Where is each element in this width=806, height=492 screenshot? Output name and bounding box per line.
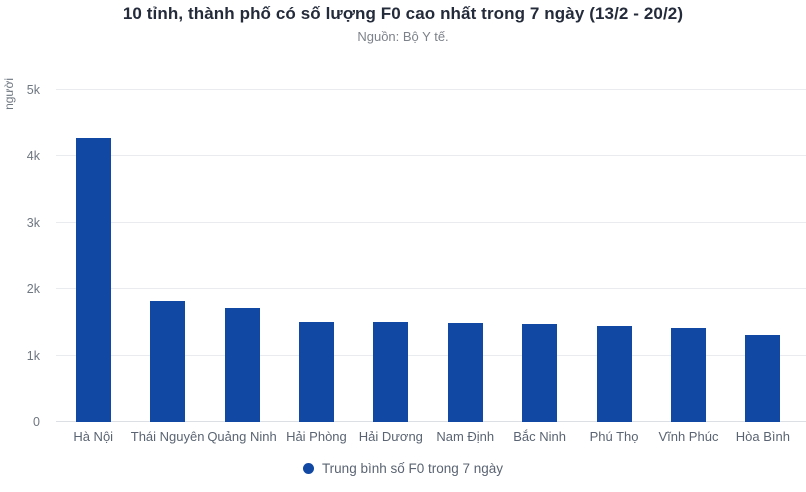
bar-slot <box>502 90 576 422</box>
bar-slot <box>428 90 502 422</box>
x-axis-label: Thái Nguyên <box>130 429 205 444</box>
bar-slot <box>279 90 353 422</box>
bar-slot <box>56 90 130 422</box>
y-axis-tick-label: 1k <box>26 348 40 363</box>
bar-Hà Nội[interactable] <box>75 138 111 422</box>
bar-Phú Thọ[interactable] <box>596 326 632 422</box>
legend-item[interactable]: Trung bình số F0 trong 7 ngày <box>0 461 806 476</box>
bar-Quảng Ninh[interactable] <box>224 308 260 422</box>
gridline <box>56 155 806 157</box>
bar-slot <box>205 90 279 422</box>
gridline <box>56 354 806 356</box>
gridline <box>56 288 806 290</box>
y-axis-tick-label: 2k <box>26 282 40 297</box>
bar-Hòa Bình[interactable] <box>745 335 781 422</box>
x-axis-label: Vĩnh Phúc <box>658 429 719 444</box>
bar-slot <box>577 90 651 422</box>
x-axis-label: Bắc Ninh <box>513 429 567 444</box>
gridline <box>56 421 806 422</box>
legend-label: Trung bình số F0 trong 7 ngày <box>321 461 504 476</box>
y-axis-tick-label: 4k <box>26 149 40 164</box>
bar-Vĩnh Phúc[interactable] <box>670 328 706 422</box>
y-axis-tick-label: 0 <box>33 415 40 429</box>
x-axis-label: Quảng Ninh <box>207 429 277 444</box>
y-axis-ticks: 0 1k 2k 3k 4k 5k <box>0 83 40 429</box>
x-axis-label: Hải Phòng <box>286 429 347 444</box>
bar-Thái Nguyên[interactable] <box>150 300 186 422</box>
bar-Hải Dương[interactable] <box>373 322 409 422</box>
plot-area <box>56 89 806 422</box>
bar-slot <box>354 90 428 422</box>
bar-slot <box>130 90 204 422</box>
bars-row <box>56 90 800 422</box>
x-axis-label: Hà Nội <box>73 429 114 444</box>
bar-slot <box>651 90 725 422</box>
bar-slot <box>726 90 800 422</box>
gridline <box>56 89 806 90</box>
y-axis-tick-label: 5k <box>26 83 40 97</box>
x-axis-label: Hòa Bình <box>735 429 790 444</box>
bar-Nam Định[interactable] <box>447 323 483 422</box>
legend-marker-icon <box>302 463 314 474</box>
gridline <box>56 221 806 223</box>
x-axis-label: Phú Thọ <box>589 429 639 444</box>
bar-Bắc Ninh[interactable] <box>522 324 558 422</box>
x-axis-label: Hải Dương <box>358 429 423 444</box>
y-axis-tick-label: 3k <box>26 215 40 230</box>
chart-title: 10 tỉnh, thành phố có số lượng F0 cao nh… <box>122 4 684 23</box>
x-axis-label: Nam Định <box>436 429 495 444</box>
chart-subtitle: Nguồn: Bộ Y tế. <box>357 29 449 44</box>
x-axis-labels: Hà Nội Thái Nguyên Quảng Ninh Hải Phòng Hải … <box>56 429 800 444</box>
bar-Hải Phòng[interactable] <box>298 321 334 422</box>
